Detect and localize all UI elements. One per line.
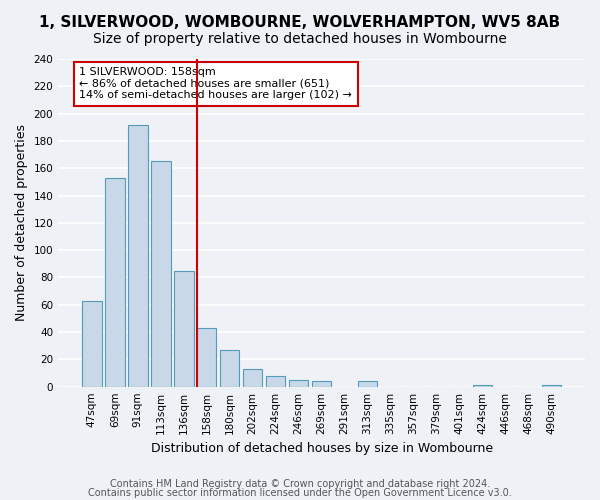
Bar [289, 380, 308, 386]
Text: 1 SILVERWOOD: 158sqm
← 86% of detached houses are smaller (651)
14% of semi-deta: 1 SILVERWOOD: 158sqm ← 86% of detached h… [79, 67, 352, 100]
Bar [197, 328, 217, 386]
X-axis label: Distribution of detached houses by size in Wombourne: Distribution of detached houses by size … [151, 442, 493, 455]
Bar [312, 381, 331, 386]
Bar [358, 381, 377, 386]
Text: 1, SILVERWOOD, WOMBOURNE, WOLVERHAMPTON, WV5 8AB: 1, SILVERWOOD, WOMBOURNE, WOLVERHAMPTON,… [40, 15, 560, 30]
Bar [243, 369, 262, 386]
Text: Contains public sector information licensed under the Open Government Licence v3: Contains public sector information licen… [88, 488, 512, 498]
Bar [128, 124, 148, 386]
Bar [266, 376, 286, 386]
Text: Contains HM Land Registry data © Crown copyright and database right 2024.: Contains HM Land Registry data © Crown c… [110, 479, 490, 489]
Bar [174, 270, 194, 386]
Bar [82, 300, 101, 386]
Bar [105, 178, 125, 386]
Bar [151, 162, 170, 386]
Bar [220, 350, 239, 387]
Y-axis label: Number of detached properties: Number of detached properties [15, 124, 28, 322]
Text: Size of property relative to detached houses in Wombourne: Size of property relative to detached ho… [93, 32, 507, 46]
